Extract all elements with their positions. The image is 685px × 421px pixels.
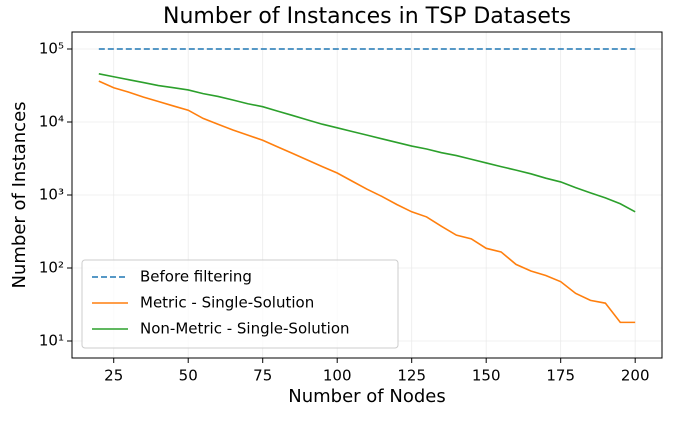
x-tick-label: 175 [546,367,575,385]
series-line [98,80,636,324]
chart-title: Number of Instances in TSP Datasets [163,4,571,29]
x-tick-label: 150 [472,367,501,385]
plot-frame [71,31,663,359]
x-tick-label: 200 [621,367,650,385]
y-axis-label: Number of Instances [9,101,30,288]
x-tick-label: 50 [179,367,198,385]
y-tick-label: 10⁵ [39,40,64,58]
series-line [98,73,636,213]
legend-label: Metric - Single-Solution [140,294,314,312]
y-tick-label: 10³ [39,186,64,204]
y-tick-label: 10² [39,259,64,277]
x-tick-label: 100 [323,367,352,385]
legend: Before filtering Metric - Single-Solution… [81,259,399,349]
x-tick-label: 25 [104,367,123,385]
legend-label: Non-Metric - Single-Solution [140,320,350,338]
x-axis-label: Number of Nodes [288,386,445,407]
x-tick-label: 125 [397,367,426,385]
legend-label: Before filtering [140,268,252,286]
x-tick-label: 75 [253,367,272,385]
legend-box [81,259,399,349]
y-tick-label: 10⁴ [39,113,64,131]
y-tick-label: 10¹ [39,332,64,350]
